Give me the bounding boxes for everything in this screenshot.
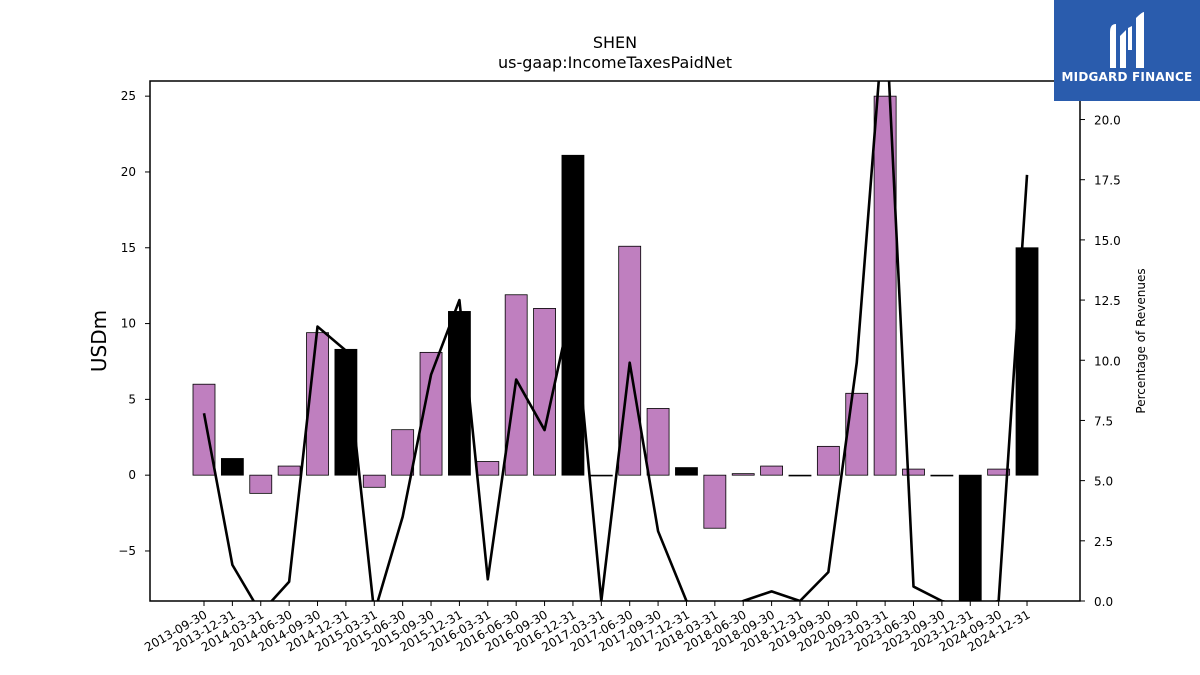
y-tick-label: 15 xyxy=(121,241,136,255)
bar-quarter xyxy=(476,461,500,476)
bar-quarter xyxy=(589,474,613,477)
bar-quarter xyxy=(845,392,869,476)
y2-tick-label: 12.5 xyxy=(1094,294,1121,308)
bar-quarter xyxy=(618,245,642,476)
y2-axis-label: Percentage of Revenues xyxy=(1134,268,1148,413)
bar-quarter xyxy=(533,308,556,476)
bar-annual xyxy=(561,154,585,476)
bar-quarter xyxy=(731,473,755,476)
brand-logo: MIDGARD FINANCE xyxy=(1054,0,1200,101)
bar-annual xyxy=(1015,247,1039,476)
y-tick-label: −5 xyxy=(118,544,136,558)
y2-tick-label: 0.0 xyxy=(1094,595,1113,609)
y-tick-label: 5 xyxy=(128,392,136,406)
bar-quarter xyxy=(646,408,670,476)
y-tick-label: 20 xyxy=(121,165,136,179)
x-axis: 2013-09-302013-12-312014-03-312014-06-30… xyxy=(142,601,1033,654)
y-axis-label: USDm xyxy=(87,310,111,372)
bar-annual xyxy=(958,474,982,601)
y2-tick-label: 20.0 xyxy=(1094,114,1121,128)
bar-quarter xyxy=(391,429,415,476)
midgard-logo-icon xyxy=(1110,12,1144,68)
bar-quarter xyxy=(277,465,301,476)
bar-quarter xyxy=(873,95,897,476)
percentage-line xyxy=(202,81,1029,601)
chart-title: SHEN xyxy=(593,33,637,52)
bar-quarter xyxy=(192,383,216,476)
y-tick-label: 25 xyxy=(121,89,136,103)
y2-tick-label: 15.0 xyxy=(1094,234,1121,248)
bar-quarter xyxy=(816,445,840,476)
y-axis-right: 0.0 2.5 5.0 7.5 10.0 12.5 15.0 17.5 20.0 xyxy=(1080,114,1121,609)
bar-quarter xyxy=(249,474,273,494)
bar-annual xyxy=(448,311,471,476)
bar-quarter xyxy=(902,468,925,476)
bar-annual xyxy=(220,458,244,476)
y-axis-left: −5 0 5 10 15 20 25 xyxy=(118,89,150,558)
y2-tick-label: 7.5 xyxy=(1094,414,1113,428)
bar-quarter xyxy=(362,474,386,488)
y2-tick-label: 10.0 xyxy=(1094,354,1121,368)
brand-text: MIDGARD FINANCE xyxy=(1061,70,1193,84)
y2-tick-label: 5.0 xyxy=(1094,475,1113,489)
plot-frame xyxy=(149,80,1081,602)
bar-quarter xyxy=(930,474,954,477)
bar-quarter xyxy=(987,468,1011,476)
bar-annual xyxy=(788,474,812,477)
bar-quarter xyxy=(703,474,727,529)
y-tick-label: 10 xyxy=(121,317,136,331)
line-series xyxy=(202,81,1029,601)
bar-quarter xyxy=(419,351,443,476)
bar-quarter xyxy=(760,465,783,476)
y-tick-label: 0 xyxy=(128,468,136,482)
bar-annual xyxy=(675,467,698,476)
y2-tick-label: 17.5 xyxy=(1094,174,1121,188)
chart-subtitle: us-gaap:IncomeTaxesPaidNet xyxy=(498,53,732,72)
y2-tick-label: 2.5 xyxy=(1094,535,1113,549)
